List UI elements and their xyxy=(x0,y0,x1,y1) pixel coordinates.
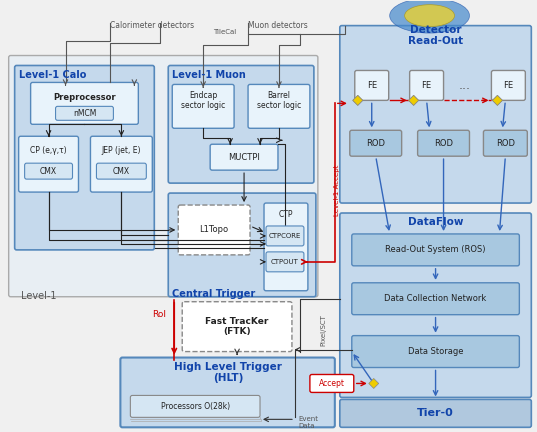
Polygon shape xyxy=(353,95,363,105)
Text: FE: FE xyxy=(422,81,432,90)
Text: Barrel
sector logic: Barrel sector logic xyxy=(257,91,301,110)
Text: Central Trigger: Central Trigger xyxy=(172,289,256,299)
Text: Accept: Accept xyxy=(319,379,345,388)
Text: nMCM: nMCM xyxy=(73,109,96,118)
Ellipse shape xyxy=(405,5,454,27)
FancyBboxPatch shape xyxy=(168,193,316,297)
Text: Event
Data: Event Data xyxy=(298,416,318,429)
FancyBboxPatch shape xyxy=(340,25,531,203)
FancyBboxPatch shape xyxy=(25,163,72,179)
Text: CP (e,γ,τ): CP (e,γ,τ) xyxy=(30,146,67,155)
Text: FE: FE xyxy=(503,81,513,90)
FancyBboxPatch shape xyxy=(31,83,139,124)
Text: CMX: CMX xyxy=(113,167,130,176)
Polygon shape xyxy=(353,95,363,105)
Text: RoI: RoI xyxy=(153,310,166,319)
Text: L1Topo: L1Topo xyxy=(200,226,229,235)
Text: Calorimeter detectors: Calorimeter detectors xyxy=(111,21,194,30)
FancyBboxPatch shape xyxy=(310,375,354,392)
Text: Tier-0: Tier-0 xyxy=(417,408,454,418)
FancyBboxPatch shape xyxy=(350,130,402,156)
FancyBboxPatch shape xyxy=(352,336,519,368)
Text: CTP: CTP xyxy=(279,210,293,219)
FancyBboxPatch shape xyxy=(19,136,78,192)
Polygon shape xyxy=(409,95,419,105)
Text: Data Collection Network: Data Collection Network xyxy=(384,294,487,303)
Text: ...: ... xyxy=(459,79,470,92)
FancyBboxPatch shape xyxy=(172,84,234,128)
Text: Fast TracKer
(FTK): Fast TracKer (FTK) xyxy=(205,317,269,337)
Text: Preprocessor: Preprocessor xyxy=(53,93,116,102)
FancyBboxPatch shape xyxy=(355,70,389,100)
Polygon shape xyxy=(409,95,419,105)
FancyBboxPatch shape xyxy=(210,144,278,170)
Text: FE: FE xyxy=(367,81,377,90)
Text: High Level Trigger
(HLT): High Level Trigger (HLT) xyxy=(174,362,282,383)
FancyBboxPatch shape xyxy=(266,252,304,272)
Text: ROD: ROD xyxy=(434,139,453,148)
FancyBboxPatch shape xyxy=(352,234,519,266)
FancyBboxPatch shape xyxy=(418,130,469,156)
Text: Processors O(28k): Processors O(28k) xyxy=(161,402,230,411)
Text: TileCal: TileCal xyxy=(213,29,236,35)
FancyBboxPatch shape xyxy=(410,70,444,100)
Text: Data Storage: Data Storage xyxy=(408,347,463,356)
Polygon shape xyxy=(492,95,503,105)
Text: Muon detectors: Muon detectors xyxy=(248,21,308,30)
FancyBboxPatch shape xyxy=(352,283,519,314)
FancyBboxPatch shape xyxy=(264,203,308,291)
FancyBboxPatch shape xyxy=(266,226,304,246)
FancyBboxPatch shape xyxy=(248,84,310,128)
FancyBboxPatch shape xyxy=(97,163,146,179)
FancyBboxPatch shape xyxy=(182,302,292,352)
Polygon shape xyxy=(492,95,503,105)
Text: MUCTPI: MUCTPI xyxy=(228,152,260,162)
Text: DataFlow: DataFlow xyxy=(408,217,463,227)
FancyBboxPatch shape xyxy=(491,70,525,100)
FancyBboxPatch shape xyxy=(9,56,318,297)
FancyBboxPatch shape xyxy=(483,130,527,156)
Text: ROD: ROD xyxy=(496,139,515,148)
FancyBboxPatch shape xyxy=(14,66,154,250)
Polygon shape xyxy=(369,378,379,388)
Text: Level-1 Accept: Level-1 Accept xyxy=(334,165,340,216)
Ellipse shape xyxy=(390,0,469,33)
FancyBboxPatch shape xyxy=(55,106,113,120)
Text: Read-Out System (ROS): Read-Out System (ROS) xyxy=(386,245,486,254)
Text: Detector
Read-Out: Detector Read-Out xyxy=(408,25,463,46)
FancyBboxPatch shape xyxy=(178,205,250,255)
Text: Level-1 Muon: Level-1 Muon xyxy=(172,70,246,80)
Text: JEP (jet, E): JEP (jet, E) xyxy=(101,146,141,155)
Text: Endcap
sector logic: Endcap sector logic xyxy=(181,91,226,110)
FancyBboxPatch shape xyxy=(90,136,153,192)
Text: Pixel/SCT: Pixel/SCT xyxy=(321,314,327,346)
Text: CTPOUT: CTPOUT xyxy=(271,259,299,265)
Text: ROD: ROD xyxy=(366,139,385,148)
Text: CMX: CMX xyxy=(40,167,57,176)
Text: Level-1: Level-1 xyxy=(20,291,56,301)
FancyBboxPatch shape xyxy=(130,395,260,417)
FancyBboxPatch shape xyxy=(340,400,531,427)
FancyBboxPatch shape xyxy=(340,213,531,397)
Text: Level-1 Calo: Level-1 Calo xyxy=(19,70,86,80)
FancyBboxPatch shape xyxy=(168,66,314,183)
FancyBboxPatch shape xyxy=(120,358,335,427)
Text: CTPCORE: CTPCORE xyxy=(269,233,301,239)
